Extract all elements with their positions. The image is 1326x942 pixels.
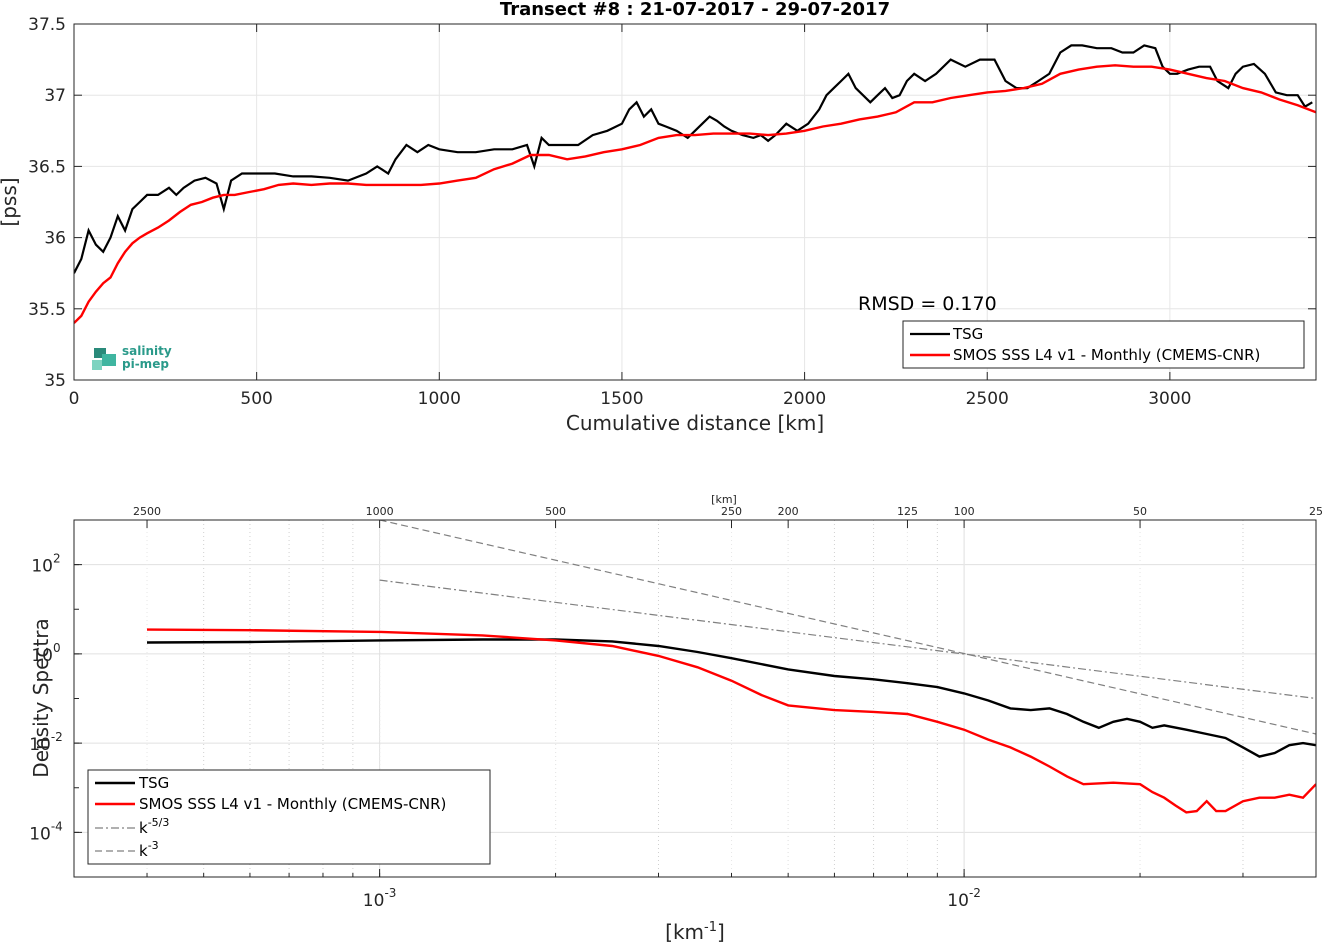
tsg-spectrum-line (146, 638, 1316, 758)
x-tick-label: 1500 (600, 389, 643, 409)
salinity-chart-title: Transect #8 : 21-07-2017 - 29-07-2017 (500, 0, 890, 20)
salinity-chart-xlabel: Cumulative distance [km] (566, 411, 824, 435)
top-tick-label: 125 (897, 505, 918, 518)
y-tick-label: 37.5 (28, 15, 66, 35)
legend-box (902, 320, 1305, 369)
legend-label-k3: k-3 (139, 839, 159, 860)
y-tick-label: 35 (44, 371, 66, 391)
k-3-reference-line (379, 520, 1316, 735)
x-tick-label: 10-2 (947, 886, 981, 911)
tsg-series-line (74, 44, 1313, 274)
x-tick-label: 3000 (1148, 389, 1191, 409)
top-tick-label: 50 (1133, 505, 1147, 518)
rmsd-annotation: RMSD = 0.170 (858, 293, 997, 315)
y-tick-label: 37 (44, 86, 66, 106)
top-tick-label: 1000 (366, 505, 394, 518)
y-tick-label: 36.5 (28, 157, 66, 177)
top-tick-label: 500 (545, 505, 566, 518)
salinity-chart-ylabel: [pss] (0, 177, 21, 226)
y-tick-label: 35.5 (28, 300, 66, 320)
spectra-chart-xlabel: [km-1] (665, 920, 725, 942)
legend-label-tsg: TSG (952, 325, 983, 343)
logo-text-2: pi-mep (122, 357, 169, 371)
salinity-chart-axes-box (73, 23, 1317, 381)
legend-label-tsg: TSG (138, 774, 169, 792)
salinity-chart-legend: TSG SMOS SSS L4 v1 - Monthly (CMEMS-CNR) (902, 320, 1305, 369)
top-tick-label: 25 (1309, 505, 1323, 518)
x-tick-label: 2000 (783, 389, 826, 409)
k-5-3-reference-line (379, 579, 1316, 700)
legend-label-smos: SMOS SSS L4 v1 - Monthly (CMEMS-CNR) (139, 795, 446, 813)
x-tick-label: 10-3 (363, 886, 397, 911)
y-tick-label: 36 (44, 229, 66, 249)
top-tick-label: 200 (778, 505, 799, 518)
legend-label-smos: SMOS SSS L4 v1 - Monthly (CMEMS-CNR) (953, 346, 1260, 364)
x-tick-label: 2500 (966, 389, 1009, 409)
salinity-chart: Transect #8 : 21-07-2017 - 29-07-2017 0 5… (0, 0, 1317, 435)
legend-box (87, 769, 491, 865)
x-tick-label: 1000 (418, 389, 461, 409)
spectra-chart-ylabel: Density Spectra (29, 618, 53, 777)
legend-label-k53: k-5/3 (139, 816, 169, 837)
top-tick-label: 2500 (133, 505, 161, 518)
y-tick-label: 100 (31, 641, 60, 666)
top-tick-label: 100 (954, 505, 975, 518)
logo-text-1: salinity (122, 344, 172, 358)
salinity-chart-ticks: 0 500 1000 1500 2000 2500 3000 35 35.5 36 36.5 37 37… (28, 15, 1316, 409)
y-tick-label: 10-4 (29, 819, 63, 844)
x-tick-label: 0 (69, 389, 80, 409)
top-tick-label: 250 (721, 505, 742, 518)
x-tick-label: 500 (240, 389, 272, 409)
top-axis-label: [km] (711, 493, 737, 506)
spectra-chart-ticks: 10-3 10-2 10-4 10-2 100 102 2500 1000 500 250 200 1… (29, 505, 1323, 911)
smos-spectrum-line (146, 628, 1316, 814)
y-tick-label: 102 (31, 552, 60, 577)
y-tick-label: 10-2 (29, 730, 63, 755)
spectra-chart-legend: TSG SMOS SSS L4 v1 - Monthly (CMEMS-CNR)… (87, 769, 491, 865)
smos-series-line (74, 64, 1316, 324)
salinity-pi-mep-logo: salinity pi-mep (92, 344, 172, 371)
spectra-chart: 10-3 10-2 10-4 10-2 100 102 2500 1000 500 250 200 1… (29, 493, 1323, 942)
